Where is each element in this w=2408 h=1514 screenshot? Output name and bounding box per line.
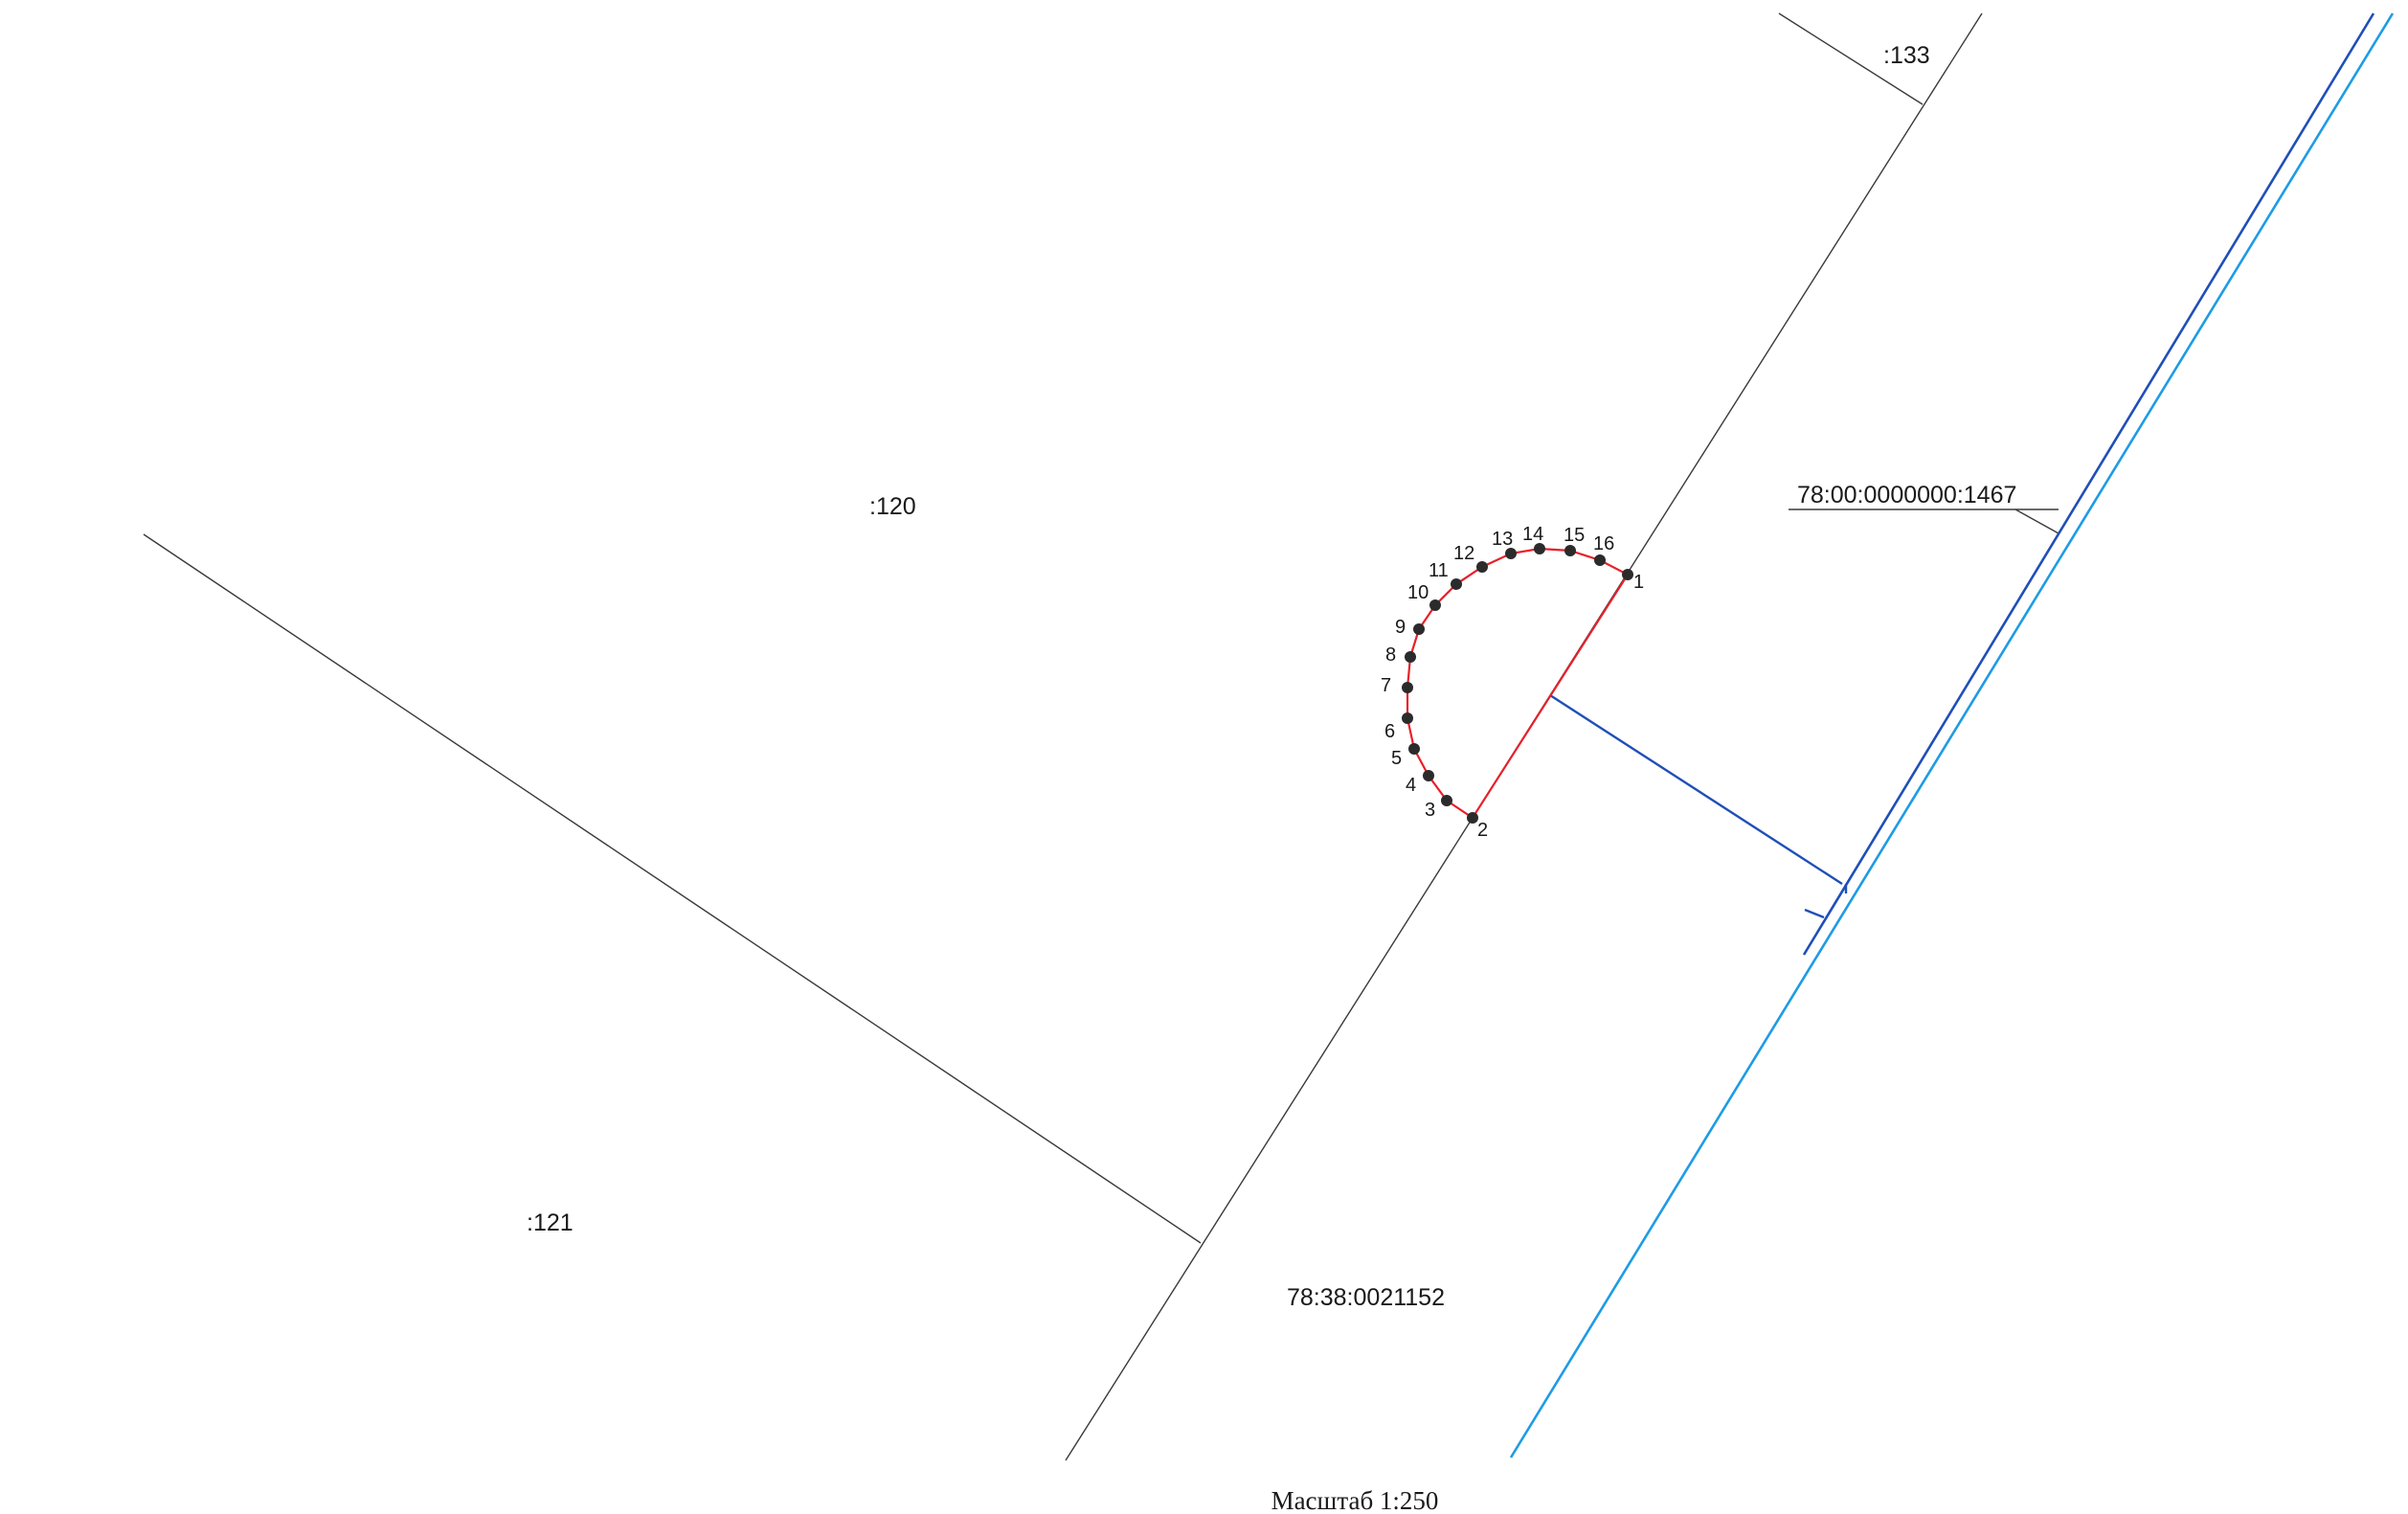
vertex-label-11: 11 <box>1429 560 1449 581</box>
road-dark-blue-line <box>1802 12 2375 956</box>
quarter-label: 78:38:0021152 <box>1287 1284 1445 1311</box>
vertex-point-14 <box>1534 543 1545 554</box>
vertex-point-9 <box>1413 623 1425 635</box>
vertex-label-14: 14 <box>1522 524 1543 545</box>
vertex-point-5 <box>1408 743 1420 755</box>
vertex-label-15: 15 <box>1564 525 1585 546</box>
parcel-label-120: :120 <box>869 493 916 520</box>
vertex-point-15 <box>1564 545 1576 556</box>
vertex-point-12 <box>1476 561 1488 573</box>
vertex-point-7 <box>1402 682 1413 693</box>
vertex-label-3: 3 <box>1425 800 1435 821</box>
vertex-label-2: 2 <box>1477 820 1488 841</box>
parcel-boundaries <box>143 12 2059 1461</box>
vertex-point-13 <box>1505 548 1517 559</box>
vertex-labels: 1 2 3 4 5 6 7 8 9 10 11 12 13 14 15 16 <box>1381 524 1644 841</box>
vertex-label-9: 9 <box>1395 617 1406 638</box>
contour-vertices <box>1402 543 1633 824</box>
parcel-label-121: :121 <box>527 1209 574 1236</box>
vertex-point-4 <box>1423 770 1434 781</box>
vertex-point-10 <box>1429 599 1441 611</box>
vertex-label-4: 4 <box>1406 775 1416 796</box>
offset-tick-bottom <box>1804 908 1825 919</box>
vertex-point-11 <box>1451 578 1462 590</box>
vertex-label-12: 12 <box>1453 543 1474 564</box>
vertex-point-16 <box>1594 554 1606 566</box>
vertex-label-5: 5 <box>1391 748 1402 769</box>
vertex-label-13: 13 <box>1492 529 1513 550</box>
callout-leader-road-tail <box>2014 508 2059 534</box>
vertex-point-1 <box>1622 569 1633 580</box>
vertex-point-3 <box>1441 795 1452 806</box>
boundary-line-120-121 <box>143 533 1202 1244</box>
vertex-label-8: 8 <box>1385 644 1396 666</box>
vertex-label-6: 6 <box>1384 721 1395 742</box>
zone-contour-line <box>1406 547 1630 820</box>
offset-blue-line <box>1549 693 1843 886</box>
map-scale: Масштаб 1:250 <box>1272 1486 1439 1514</box>
zone-contour <box>1406 547 1630 820</box>
road-parcel-label: 78:00:0000000:1467 <box>1797 482 2016 508</box>
road-boundaries <box>1509 12 2395 1458</box>
parcel-labels: :133 :120 :121 78:38:0021152 78:00:00000… <box>527 42 2016 1311</box>
vertex-point-2 <box>1467 812 1478 824</box>
vertex-label-10: 10 <box>1407 582 1429 603</box>
vertex-label-16: 16 <box>1593 533 1614 554</box>
boundary-line-133 <box>1778 12 1924 105</box>
parcel-label-133: :133 <box>1883 42 1930 69</box>
vertex-label-1: 1 <box>1633 572 1644 593</box>
vertex-point-6 <box>1402 712 1413 724</box>
vertex-label-7: 7 <box>1381 675 1391 696</box>
road-light-blue-line <box>1509 12 2395 1458</box>
vertex-point-8 <box>1405 651 1416 663</box>
